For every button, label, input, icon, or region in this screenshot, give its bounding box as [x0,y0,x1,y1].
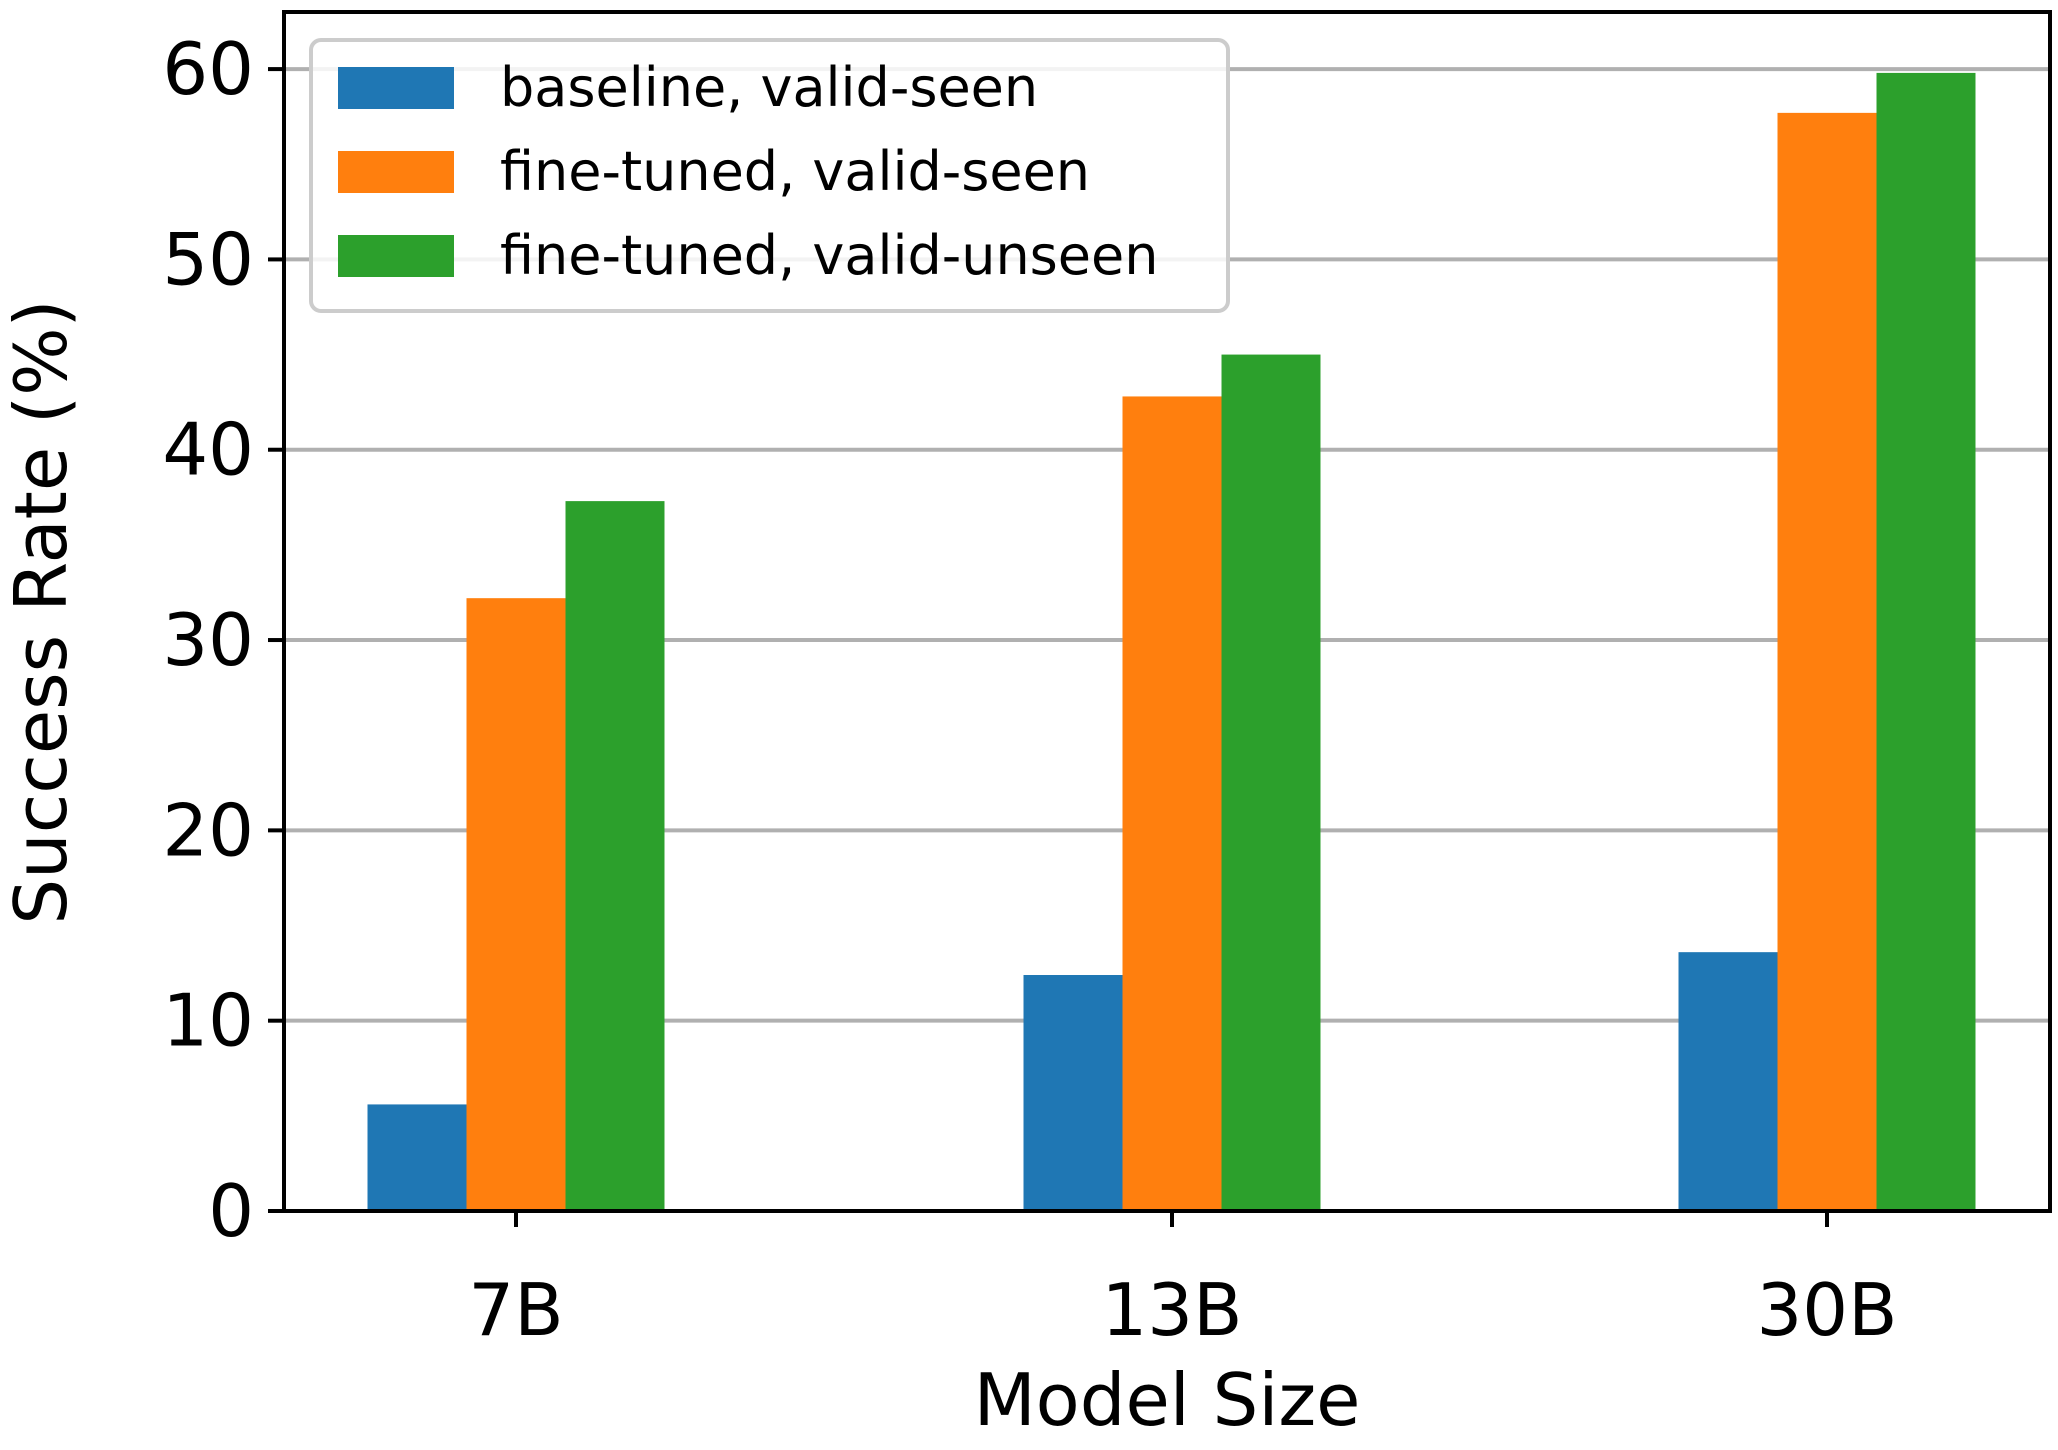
y-tick-label: 0 [208,1169,254,1253]
bars [367,72,1976,1212]
legend-swatch [338,235,454,277]
bar-7b-series-2 [466,598,566,1211]
bar-13b-series-1 [1023,975,1123,1211]
legend-swatch [338,151,454,193]
bar-13b-series-3 [1221,354,1321,1212]
y-tick-label: 50 [162,217,254,301]
x-tick-label: 30B [1756,1268,1897,1352]
y-axis-label: Success Rate (%) [0,299,83,924]
legend-items: baseline, valid-seen fine-tuned, valid-se… [338,56,1158,287]
legend-box [309,38,1230,313]
plot-frame [282,10,2052,1213]
y-tick-label: 40 [162,408,254,492]
y-tick-label: 30 [162,598,254,682]
legend-label: fine-tuned, valid-seen [500,140,1090,203]
bar-7b-series-1 [367,1104,467,1211]
legend-swatch [338,67,454,109]
y-tick-label: 10 [162,979,254,1063]
bar-13b-series-2 [1122,396,1222,1211]
x-tick-label: 13B [1101,1268,1242,1352]
x-axis-label: Model Size [974,1358,1361,1442]
y-tick-label: 20 [162,788,254,872]
legend-label: baseline, valid-seen [500,56,1038,119]
bar-30b-series-2 [1777,112,1877,1211]
y-tick-label: 60 [162,27,254,111]
x-tick-label: 7B [468,1268,563,1352]
legend: baseline, valid-seen fine-tuned, valid-se… [309,38,1230,313]
bar-30b-series-3 [1876,72,1976,1211]
legend-label: fine-tuned, valid-unseen [500,224,1158,287]
y-axis-ticks: 0 10 20 30 40 50 60 [162,27,284,1253]
bar-30b-series-1 [1678,952,1778,1211]
x-axis-ticks: 7B 13B 30B [468,1211,1898,1352]
bar-7b-series-3 [565,501,665,1212]
